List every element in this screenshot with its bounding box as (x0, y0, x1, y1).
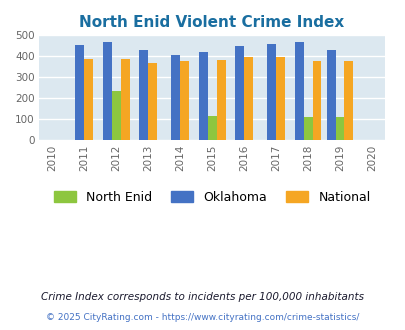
Legend: North Enid, Oklahoma, National: North Enid, Oklahoma, National (49, 185, 375, 209)
Bar (275, 57, 284, 140)
Text: © 2025 CityRating.com - https://www.cityrating.com/crime-statistics/: © 2025 CityRating.com - https://www.city… (46, 313, 359, 322)
Bar (84, 59, 93, 140)
Bar (180, 61, 189, 140)
Bar (312, 61, 321, 140)
Bar (266, 44, 275, 140)
Bar (294, 43, 303, 140)
Bar (343, 61, 353, 140)
Bar (171, 55, 180, 140)
Bar (326, 50, 335, 140)
Bar (120, 59, 129, 140)
Bar (75, 45, 84, 140)
Bar (243, 57, 252, 140)
Bar (234, 46, 243, 140)
Bar (111, 91, 120, 140)
Bar (216, 60, 225, 140)
Bar (139, 50, 148, 140)
Bar (207, 116, 216, 140)
Bar (303, 117, 312, 140)
Bar (148, 63, 157, 140)
Bar (335, 117, 343, 140)
Bar (198, 51, 207, 140)
Bar (102, 42, 111, 140)
Text: Crime Index corresponds to incidents per 100,000 inhabitants: Crime Index corresponds to incidents per… (41, 292, 364, 302)
Title: North Enid Violent Crime Index: North Enid Violent Crime Index (79, 15, 344, 30)
